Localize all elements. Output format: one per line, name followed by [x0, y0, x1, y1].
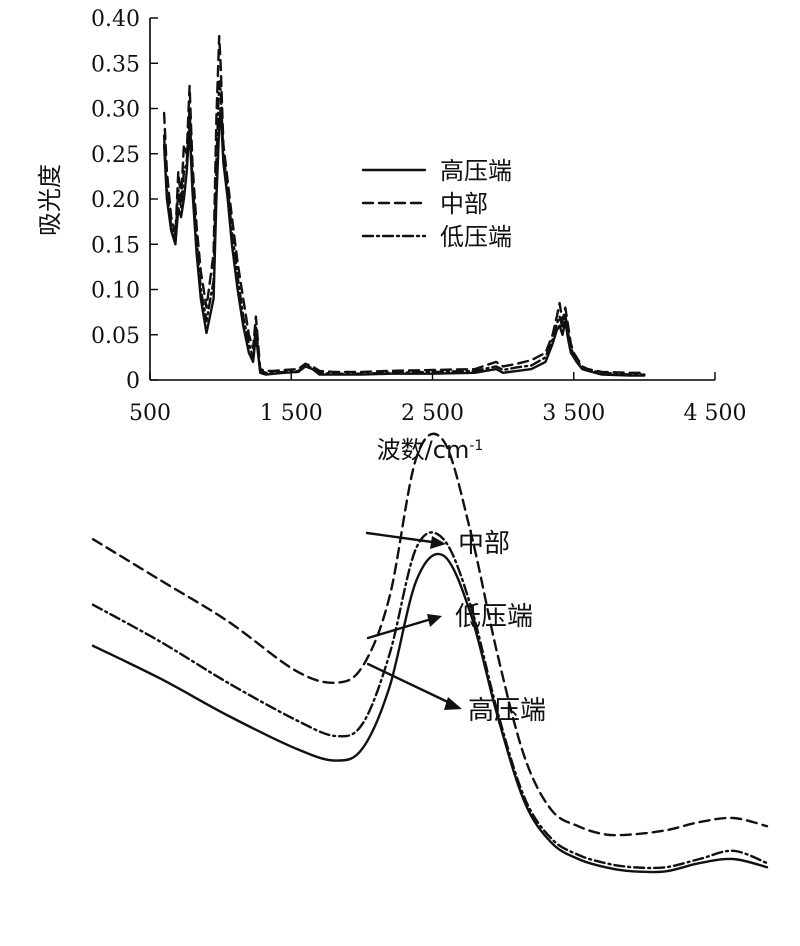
annotation-label-high-pressure: 高压端 [468, 696, 546, 726]
y-tick-label: 0.05 [91, 324, 140, 349]
annotation-arrowhead-high-pressure [444, 697, 462, 710]
x-ticks: 500 1 500 2 500 3 500 4 500 [129, 372, 746, 426]
annotation-arrowhead-middle [430, 536, 446, 549]
x-tick-label: 1 500 [260, 401, 323, 426]
y-tick-label: 0.40 [91, 7, 140, 32]
x-tick-label: 2 500 [401, 401, 464, 426]
top-series-group [162, 34, 646, 377]
annotation-arrowhead-low-pressure [427, 614, 442, 627]
bottom-series-group [91, 432, 769, 874]
x-axis-label: 波数/cm-1 [377, 436, 484, 464]
annotation-arrow-high-pressure [366, 662, 454, 706]
y-tick-label: 0 [126, 369, 140, 394]
y-ticks: 0 0.05 0.10 0.15 0.20 0.25 0.30 0.35 0.40 [91, 7, 158, 394]
x-tick-label: 4 500 [684, 401, 747, 426]
y-tick-label: 0.10 [91, 279, 140, 304]
y-axis-label: 吸光度 [36, 164, 64, 236]
x-axis-label-superscript: -1 [469, 438, 483, 454]
zoom-series-line-high-pressure [91, 552, 769, 874]
y-tick-label: 0.30 [91, 98, 140, 123]
legend: 高压端 中部 低压端 [361, 157, 512, 251]
y-tick-label: 0.15 [91, 233, 140, 258]
series-line-middle [162, 34, 646, 374]
annotation-label-middle: 中部 [458, 529, 510, 559]
ftir-spectrum-chart: 0 0.05 0.10 0.15 0.20 0.25 0.30 0.35 0.40 500 1 5… [36, 7, 746, 464]
legend-label-high-pressure: 高压端 [440, 157, 512, 185]
annotations: 中部 低压端 高压端 [365, 529, 546, 726]
zoom-series-line-low-pressure [91, 531, 769, 870]
y-tick-label: 0.35 [91, 52, 140, 77]
zoom-series-line-middle [91, 432, 769, 837]
y-tick-label: 0.20 [91, 188, 140, 213]
legend-label-middle: 中部 [440, 190, 488, 218]
legend-label-low-pressure: 低压端 [440, 223, 512, 251]
annotation-arrow-middle [365, 531, 434, 544]
y-tick-label: 0.25 [91, 143, 140, 168]
x-tick-label: 500 [129, 401, 171, 426]
x-tick-label: 3 500 [542, 401, 605, 426]
top-axes [149, 18, 715, 381]
annotation-label-low-pressure: 低压端 [455, 602, 533, 632]
zoomed-peak-chart: 中部 低压端 高压端 [91, 432, 769, 874]
annotation-arrow-low-pressure [366, 618, 430, 640]
series-line-low-pressure [162, 80, 646, 376]
